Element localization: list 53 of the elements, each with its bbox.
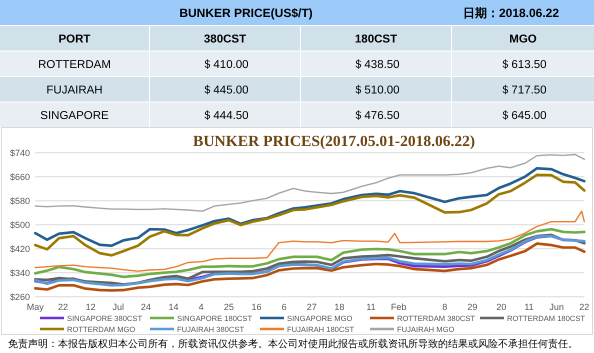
x-tick-label: 22	[58, 302, 68, 312]
text: 免责声明：本报告版权归本公司所有，所载资讯仅供参考。本公司对使用此报告或所载资讯所导致的结果或风险不承担任何责任。	[8, 338, 578, 350]
category-label: ROTTERDAM	[38, 59, 111, 71]
x-tick-label: Jul	[112, 302, 124, 312]
text: ＄613.50	[499, 59, 547, 71]
y-tick-label: $580	[10, 196, 30, 206]
line-series	[34, 228, 586, 278]
text: ＄444.50	[201, 110, 249, 122]
x-tick-label: 16	[251, 302, 262, 312]
x-tick-label: 24	[140, 302, 151, 312]
x-tick-label: Jun	[549, 302, 564, 312]
text: ＄410.00	[201, 59, 249, 71]
x-tick-label: May	[26, 302, 44, 312]
x-tick-label: 22	[579, 302, 590, 312]
line-series	[34, 242, 586, 292]
line-series	[34, 154, 585, 212]
category-label: SINGAPORE	[40, 110, 109, 122]
text: ＄510.00	[352, 84, 400, 96]
x-tick-label: 11	[366, 302, 376, 312]
x-tick-label: 25	[224, 302, 234, 312]
text: ＄438.50	[352, 59, 400, 71]
text: 日期：2018.06.22	[462, 6, 560, 20]
x-tick-label: 14	[168, 302, 179, 312]
line-series	[34, 210, 585, 272]
x-tick-label: 6	[282, 302, 287, 312]
text: ＄717.50	[499, 84, 547, 96]
text: BUNKER PRICE(US$/T)	[179, 6, 313, 20]
y-tick-label: $340	[10, 268, 30, 278]
y-tick-label: $500	[10, 220, 30, 230]
x-tick-label: 4	[198, 302, 204, 312]
y-tick-label: $740	[10, 148, 30, 158]
x-tick-label: 20	[496, 302, 506, 312]
text: ＄476.50	[352, 110, 400, 122]
category-label: 180CST	[354, 34, 398, 46]
y-tick-label: $660	[10, 172, 30, 182]
y-tick-label: $420	[10, 244, 30, 254]
y-tick-label: $260	[10, 292, 30, 302]
x-tick-label: Feb	[390, 302, 406, 312]
line-series	[34, 167, 586, 247]
x-tick-label: 11	[524, 302, 534, 312]
x-tick-label: 18	[334, 302, 344, 312]
text: ＄445.00	[201, 84, 249, 96]
line-series	[34, 174, 586, 257]
x-tick-label: 12	[86, 302, 96, 312]
category-label: MGO	[509, 34, 537, 46]
category-label: FUJAIRAH	[46, 84, 103, 96]
chart-title: BUNKER PRICES(2017.05.01-2018.06.22)	[192, 133, 476, 150]
x-tick-label: 8	[442, 302, 448, 312]
x-tick-label: 27	[306, 302, 317, 312]
text: ＄645.00	[499, 110, 547, 122]
x-tick-label: 29	[467, 302, 478, 312]
category-label: 380CST	[204, 34, 246, 46]
text: PORT	[58, 34, 90, 46]
